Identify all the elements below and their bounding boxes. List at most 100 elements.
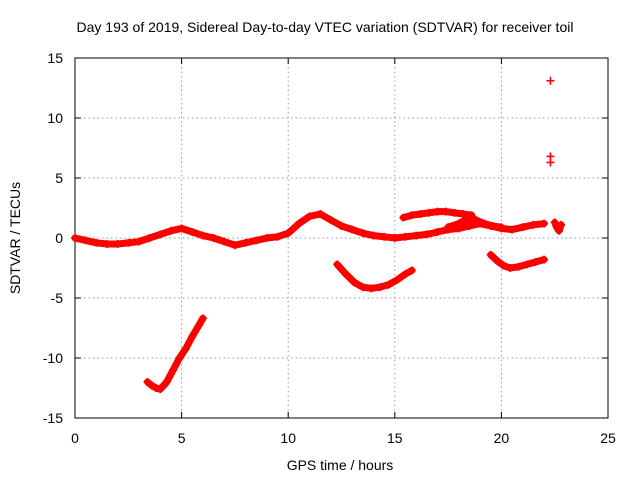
data-points <box>71 76 566 394</box>
data-point <box>166 226 175 235</box>
x-tick-label: 25 <box>600 430 616 446</box>
data-point <box>390 234 399 242</box>
data-point <box>384 280 393 289</box>
data-point <box>124 238 133 247</box>
x-tick-label: 15 <box>387 430 403 446</box>
data-point <box>326 216 335 224</box>
series-track-mid <box>333 260 416 292</box>
data-point <box>348 225 357 234</box>
data-point <box>505 264 514 272</box>
data-point <box>433 207 442 216</box>
data-point <box>252 236 261 245</box>
data-point <box>341 270 350 278</box>
data-point <box>493 256 502 265</box>
y-tick-label: -10 <box>43 350 63 366</box>
data-point <box>459 210 468 218</box>
x-tick-label: 10 <box>280 430 296 446</box>
chart-title: Day 193 of 2019, Sidereal Day-to-day VTE… <box>77 19 574 35</box>
data-point <box>471 216 480 224</box>
data-point <box>392 276 401 284</box>
data-point <box>433 228 442 236</box>
data-point <box>305 212 314 221</box>
data-point <box>375 283 384 292</box>
data-point-outlier <box>546 76 555 85</box>
data-point <box>169 366 178 374</box>
data-point <box>71 234 79 242</box>
data-point <box>424 208 433 217</box>
data-point <box>92 238 101 247</box>
data-point <box>514 262 523 271</box>
data-point <box>399 213 408 222</box>
data-point <box>540 255 549 264</box>
data-point <box>262 234 271 242</box>
data-point <box>422 230 431 239</box>
data-point <box>134 237 143 246</box>
data-point <box>407 266 416 275</box>
y-tick-label: -5 <box>51 290 64 306</box>
data-point <box>444 223 453 232</box>
data-point <box>367 284 376 293</box>
data-point <box>316 210 325 218</box>
data-point <box>407 211 416 220</box>
data-point <box>480 219 489 228</box>
data-point <box>441 207 450 216</box>
data-point <box>156 385 165 394</box>
data-point <box>241 238 250 247</box>
data-point <box>194 321 203 330</box>
data-point <box>162 378 171 386</box>
data-point <box>220 237 229 246</box>
data-point <box>531 258 540 266</box>
data-point <box>369 231 378 240</box>
data-point <box>522 260 531 269</box>
data-point <box>488 222 497 230</box>
data-point <box>284 229 293 238</box>
data-point <box>450 208 459 217</box>
data-point <box>557 220 566 229</box>
x-tick-label: 5 <box>178 430 186 446</box>
series-track-low <box>144 314 207 393</box>
data-point <box>209 234 218 242</box>
data-point <box>198 314 207 323</box>
data-point <box>416 210 425 218</box>
data-point <box>113 240 122 248</box>
data-point-outlier <box>546 158 555 167</box>
data-point <box>273 232 282 241</box>
y-tick-label: 10 <box>47 110 63 126</box>
axis-ticks: 0 5 10 15 20 25 -15 -10 -5 0 5 10 15 <box>43 50 616 446</box>
y-tick-label: -15 <box>43 410 63 426</box>
y-tick-label: 0 <box>55 230 63 246</box>
data-point <box>508 225 517 234</box>
data-point <box>550 218 559 227</box>
data-point <box>499 261 508 270</box>
data-point <box>463 214 472 223</box>
data-point <box>143 378 152 386</box>
data-point <box>145 234 154 242</box>
data-point <box>465 222 474 230</box>
data-point <box>540 219 549 228</box>
data-point <box>102 240 111 248</box>
y-axis-label: SDTVAR / TECUs <box>7 182 23 294</box>
data-point <box>333 260 342 269</box>
data-point <box>81 236 90 245</box>
data-point <box>554 226 563 235</box>
data-point <box>497 223 506 232</box>
data-point <box>358 283 367 292</box>
data-point <box>401 232 410 241</box>
data-point <box>147 381 156 390</box>
x-tick-label: 0 <box>71 430 79 446</box>
data-point <box>412 231 421 240</box>
data-point <box>337 222 346 230</box>
data-point <box>156 230 165 239</box>
data-point <box>230 241 239 250</box>
data-point <box>486 250 495 259</box>
y-tick-label: 5 <box>55 170 63 186</box>
data-point <box>177 224 186 233</box>
data-point <box>518 223 527 232</box>
x-axis-label: GPS time / hours <box>287 457 394 473</box>
data-point <box>188 228 197 236</box>
data-point <box>181 344 190 353</box>
data-point <box>350 278 359 287</box>
x-tick-label: 20 <box>494 430 510 446</box>
data-point <box>175 354 184 362</box>
data-point <box>380 232 389 241</box>
